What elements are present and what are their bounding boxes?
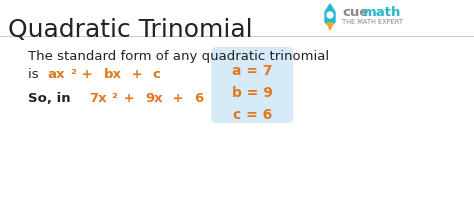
- Text: +: +: [168, 92, 188, 105]
- Text: cue: cue: [342, 6, 368, 19]
- Text: 6: 6: [194, 92, 203, 105]
- Polygon shape: [325, 4, 335, 27]
- Text: So, in: So, in: [28, 92, 75, 105]
- Text: c = 6: c = 6: [233, 108, 272, 122]
- Circle shape: [327, 12, 333, 18]
- Text: ax: ax: [47, 68, 64, 81]
- Text: +: +: [127, 68, 147, 81]
- Text: c: c: [153, 68, 161, 81]
- Text: Quadratic Trinomial: Quadratic Trinomial: [8, 18, 253, 42]
- Text: 9x: 9x: [146, 92, 163, 105]
- Text: +: +: [119, 92, 139, 105]
- Text: 7x: 7x: [89, 92, 107, 105]
- Text: The standard form of any quadratic trinomial: The standard form of any quadratic trino…: [28, 50, 329, 63]
- Text: +: +: [77, 68, 98, 81]
- Text: a = 7: a = 7: [232, 64, 273, 78]
- Text: math: math: [363, 6, 401, 19]
- Polygon shape: [327, 23, 333, 30]
- Text: ²: ²: [70, 68, 76, 81]
- Text: b = 9: b = 9: [232, 86, 273, 100]
- Text: bx: bx: [103, 68, 121, 81]
- Text: is: is: [28, 68, 43, 81]
- FancyBboxPatch shape: [211, 47, 293, 123]
- Text: ²: ²: [112, 92, 118, 105]
- Text: THE MATH EXPERT: THE MATH EXPERT: [342, 19, 403, 25]
